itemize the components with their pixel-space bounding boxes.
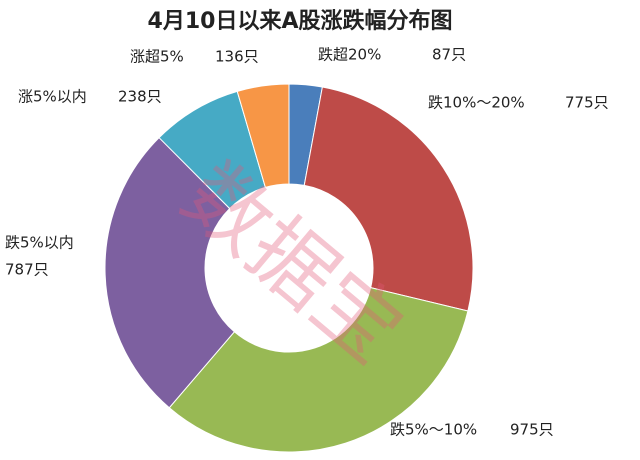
- chart-title: 4月10日以来A股涨跌幅分布图: [148, 8, 453, 34]
- value-label: 238只: [118, 88, 162, 106]
- slice-label: 跌10%～20%: [428, 94, 525, 112]
- slice-label: 跌5%以内: [5, 234, 74, 252]
- slice: [104, 136, 236, 409]
- value-label: 136只: [215, 48, 259, 66]
- slice: [303, 86, 474, 312]
- value-label: 775只: [565, 94, 609, 112]
- slice-label: 跌超20%: [318, 46, 381, 64]
- slice-label: 涨超5%: [130, 48, 184, 66]
- value-label: 975只: [510, 421, 554, 439]
- value-label: 87只: [432, 46, 466, 64]
- slice: [168, 287, 469, 453]
- slice: [236, 83, 290, 189]
- slice-label: 涨5%以内: [18, 88, 87, 106]
- value-label: 787只: [5, 261, 49, 279]
- slice-label: 跌5%～10%: [390, 421, 477, 439]
